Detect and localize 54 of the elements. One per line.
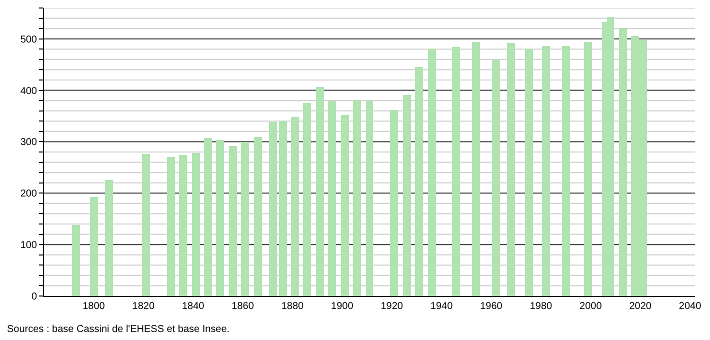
- x-tick-label: 1940: [430, 301, 454, 312]
- x-tick-label: 1900: [331, 301, 354, 312]
- bar: [562, 46, 570, 296]
- x-tick-label: 1840: [182, 301, 205, 312]
- bar: [507, 43, 515, 296]
- bar: [90, 197, 98, 296]
- y-tick-label: 200: [20, 188, 38, 200]
- x-tick-label: 1800: [82, 301, 106, 312]
- source-note: Sources : base Cassini de l'EHESS et base Insee.: [7, 324, 230, 335]
- bar: [542, 46, 550, 296]
- bar: [241, 142, 249, 296]
- y-tick-label: 0: [31, 292, 38, 302]
- x-tick-label: 1880: [281, 301, 304, 312]
- bar: [316, 87, 324, 296]
- bar: [472, 42, 480, 296]
- bar: [167, 157, 175, 296]
- bar: [279, 121, 287, 296]
- bar: [341, 115, 349, 296]
- bar: [415, 67, 423, 296]
- bar: [525, 49, 533, 296]
- bar: [216, 140, 224, 296]
- bar: [192, 153, 200, 296]
- y-tick-label: 500: [20, 34, 38, 46]
- bar: [428, 49, 436, 296]
- bar: [619, 28, 627, 296]
- bar: [328, 101, 336, 296]
- bar: [390, 110, 398, 296]
- bar: [72, 225, 80, 296]
- bar: [353, 100, 361, 296]
- bar: [204, 138, 212, 296]
- bar: [584, 42, 592, 296]
- bar: [366, 101, 373, 296]
- bar: [452, 47, 460, 296]
- y-tick-label: 100: [20, 240, 38, 252]
- y-tick-label: 300: [20, 137, 38, 148]
- bar: [303, 103, 311, 296]
- bar: [179, 155, 187, 296]
- bar: [105, 180, 113, 296]
- bar: [269, 122, 277, 296]
- bar: [492, 60, 500, 296]
- x-tick-label: 1860: [232, 301, 254, 312]
- x-tick-label: 2000: [580, 301, 602, 312]
- x-tick-label: 2040: [678, 301, 702, 312]
- x-tick-label: 2020: [629, 301, 652, 312]
- bar: [403, 95, 411, 296]
- y-tick-label: 400: [20, 86, 38, 97]
- bar: [291, 117, 299, 296]
- bar: [142, 154, 150, 296]
- bar: [254, 137, 262, 296]
- x-tick-label: 1980: [530, 301, 553, 312]
- x-tick-label: 1920: [380, 301, 404, 312]
- x-tick-label: 1960: [480, 301, 503, 312]
- x-tick-label: 1820: [132, 301, 155, 312]
- bar: [229, 146, 237, 296]
